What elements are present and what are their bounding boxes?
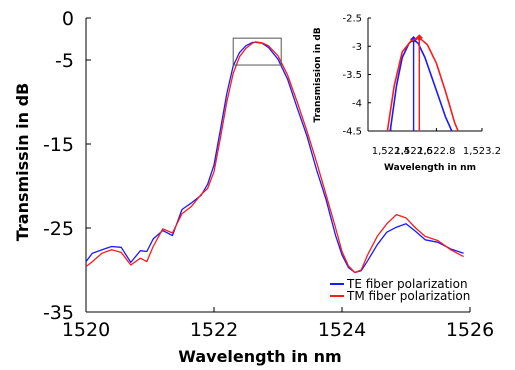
inset-series: [386, 34, 459, 132]
inset-x-tick-label: 1,522.4: [372, 146, 410, 157]
main-x-tick-label: 1524: [318, 319, 366, 341]
main-y-tick-label: 0: [62, 8, 74, 30]
inset-x-tick-label: 1,522.6: [395, 146, 433, 157]
inset-y-tick-label: -3: [352, 42, 362, 53]
zoom-box: [232, 37, 282, 66]
main-y-ticks: 0 -5 -15 -25 -35: [43, 8, 91, 324]
inset-x-tick-label: 1,522.8: [417, 146, 455, 157]
main-y-axis-title: Transmissin in dB: [13, 83, 32, 242]
inset-peak-marker-tm: [415, 34, 423, 42]
inset-y-tick-label: -4.5: [342, 127, 362, 138]
inset-y-ticks: -2.5 -3 -3.5 -4 -4.5: [342, 14, 371, 138]
legend-label-tm: TM fiber polarization: [346, 289, 470, 303]
main-x-axis-title: Wavelength in nm: [178, 347, 341, 366]
inset-y-tick-label: -4: [352, 98, 362, 109]
inset-x-ticks: 1,522.41,522.61,522.8 1,523.2: [372, 128, 501, 157]
main-x-tick-label: 1522: [190, 319, 238, 341]
inset-x-tick-label: 1,523.2: [463, 146, 501, 157]
inset-y-axis-title: Transmission in dB: [313, 27, 323, 122]
inset-y-tick-label: -3.5: [342, 70, 362, 81]
series-line-tm: [85, 41, 464, 274]
inset-background: [350, 18, 510, 132]
inset-x-axis-title: Wavelength in nm: [384, 163, 476, 173]
main-x-ticks: 1520 1522 1524 1526: [62, 307, 494, 341]
main-y-tick-label: -25: [43, 218, 74, 240]
inset-plot: 1,522.41,522.61,522.8 1,523.2 -2.5-3-3.5-…: [313, 14, 510, 173]
main-series: [85, 41, 464, 274]
legend-label-te: TE fiber polarization: [346, 277, 468, 291]
main-plot: 1520 1522 1524 1526 0 -5 -15 -25 -35 Wavelength…: [13, 8, 494, 366]
inset-y-tick-label: -2.5: [342, 14, 362, 25]
inset-series-line-tm: [386, 36, 459, 132]
main-y-tick-label: -5: [55, 50, 74, 72]
main-y-tick-label: -35: [43, 302, 74, 324]
main-x-tick-label: 1526: [446, 319, 494, 341]
inset-series-line-te: [389, 38, 453, 132]
main-x-tick-label: 1520: [62, 319, 110, 341]
main-y-tick-label: -15: [43, 134, 74, 156]
